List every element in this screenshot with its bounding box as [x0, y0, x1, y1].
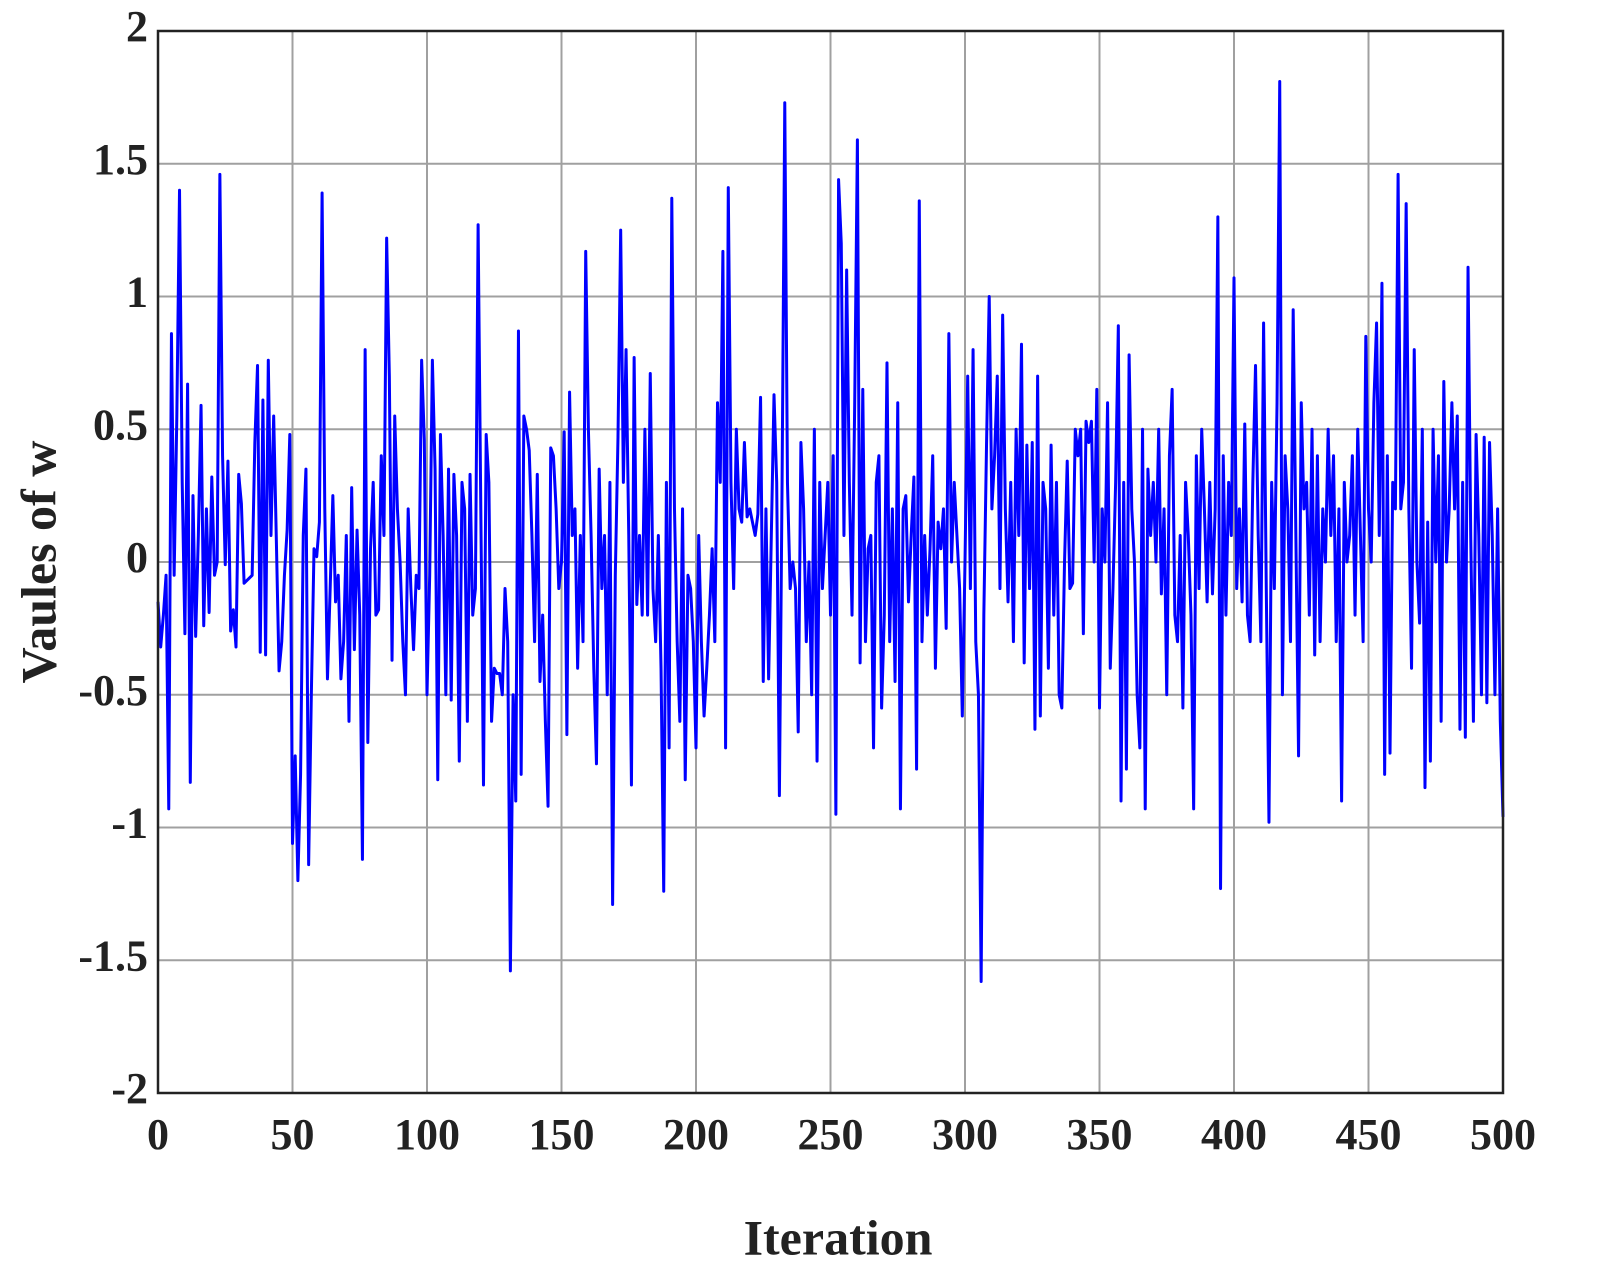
- x-tick-label: 150: [529, 1110, 595, 1159]
- y-tick-label: 1: [126, 268, 148, 317]
- x-tick-label: 200: [663, 1110, 729, 1159]
- y-tick-label: -0.5: [78, 666, 148, 715]
- x-tick-label: 300: [932, 1110, 998, 1159]
- y-tick-label: -1.5: [78, 931, 148, 980]
- x-tick-label: 100: [394, 1110, 460, 1159]
- x-tick-label: 350: [1067, 1110, 1133, 1159]
- x-tick-label: 450: [1336, 1110, 1402, 1159]
- x-tick-label: 250: [798, 1110, 864, 1159]
- y-tick-label: -1: [111, 799, 148, 848]
- x-tick-label: 500: [1470, 1110, 1536, 1159]
- y-tick-label: 2: [126, 2, 148, 51]
- x-tick-label: 400: [1201, 1110, 1267, 1159]
- x-tick-label: 0: [147, 1110, 169, 1159]
- x-axis-label: Iteration: [744, 1209, 933, 1265]
- plot-frame: [156, 29, 1505, 1095]
- y-tick-label: 1.5: [93, 135, 148, 184]
- y-axis-label: Vaules of w: [10, 441, 66, 684]
- x-tick-label: 50: [271, 1110, 315, 1159]
- y-tick-label: -2: [111, 1064, 148, 1113]
- y-tick-label: 0.5: [93, 400, 148, 449]
- data-line: [156, 79, 1505, 983]
- y-tick-label: 0: [126, 533, 148, 582]
